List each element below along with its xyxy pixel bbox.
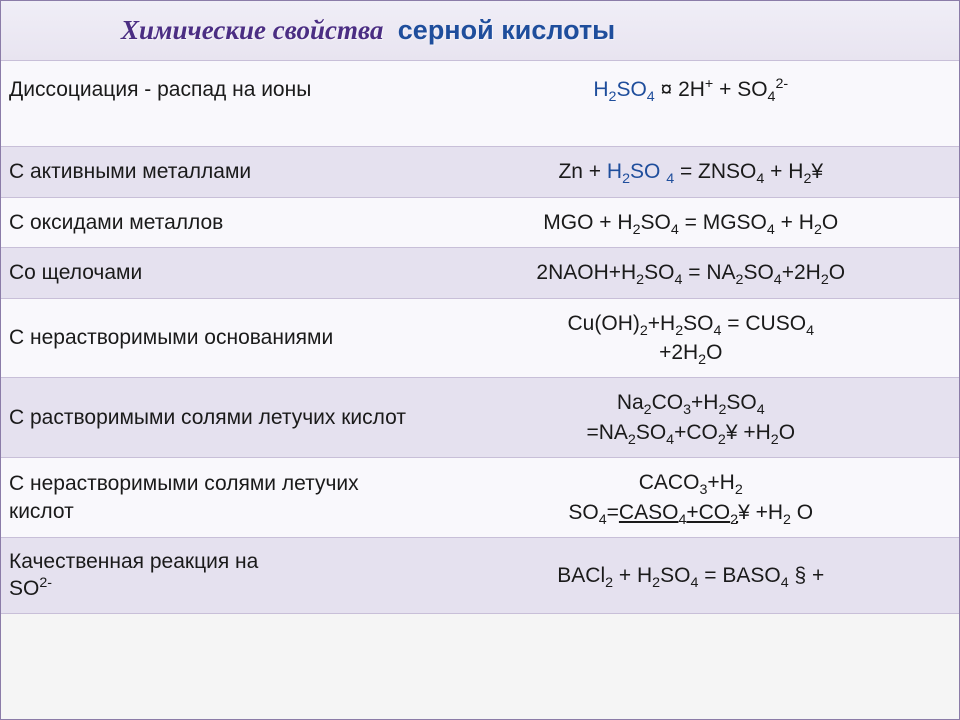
equation-cell: MGO + H2SO4 = MGSO4 + H2O	[423, 197, 959, 247]
equation-cell: 2NAOH+H2SO4 = NA2SO4+2H2O	[423, 248, 959, 298]
property-label: С оксидами металлов	[1, 197, 423, 247]
slide-frame: Химические свойства серной кислоты Диссо…	[0, 0, 960, 720]
property-label: С нерастворимыми основаниями	[1, 298, 423, 378]
equation-cell: Na2CO3+H2SO4=NA2SO4+CO2¥ +H2O	[423, 378, 959, 458]
table-row: С активными металламиZn + H2SO 4 = ZNSO4…	[1, 147, 959, 197]
properties-table: Диссоциация - распад на ионыH2SO4 ¤ 2H+ …	[1, 61, 959, 614]
table-row: С нерастворимыми солями летучих кислотCA…	[1, 458, 959, 538]
slide-header: Химические свойства серной кислоты	[1, 1, 959, 61]
table-row: Диссоциация - распад на ионыH2SO4 ¤ 2H+ …	[1, 61, 959, 147]
equation-cell: H2SO4 ¤ 2H+ + SO42-	[423, 61, 959, 147]
table-row: С растворимыми солями летучих кислотNa2C…	[1, 378, 959, 458]
table-row: С оксидами металловMGO + H2SO4 = MGSO4 +…	[1, 197, 959, 247]
property-label: Диссоциация - распад на ионы	[1, 61, 423, 147]
table-row: Качественная реакция наSO2-BACl2 + H2SO4…	[1, 537, 959, 613]
equation-cell: Zn + H2SO 4 = ZNSO4 + H2¥	[423, 147, 959, 197]
equation-cell: Cu(OH)2+H2SO4 = CUSO4+2H2O	[423, 298, 959, 378]
title-main: Химические свойства	[121, 15, 383, 45]
property-label: Со щелочами	[1, 248, 423, 298]
property-label: С нерастворимыми солями летучих кислот	[1, 458, 423, 538]
table-row: Со щелочами2NAOH+H2SO4 = NA2SO4+2H2O	[1, 248, 959, 298]
property-label: Качественная реакция наSO2-	[1, 537, 423, 613]
property-label: С активными металлами	[1, 147, 423, 197]
equation-cell: CACO3+H2SO4=CASO4+CO2¥ +H2 O	[423, 458, 959, 538]
title-sub: серной кислоты	[398, 15, 615, 45]
property-label: С растворимыми солями летучих кислот	[1, 378, 423, 458]
table-row: С нерастворимыми основаниямиCu(OH)2+H2SO…	[1, 298, 959, 378]
properties-tbody: Диссоциация - распад на ионыH2SO4 ¤ 2H+ …	[1, 61, 959, 613]
equation-cell: BACl2 + H2SO4 = BASO4 § +	[423, 537, 959, 613]
